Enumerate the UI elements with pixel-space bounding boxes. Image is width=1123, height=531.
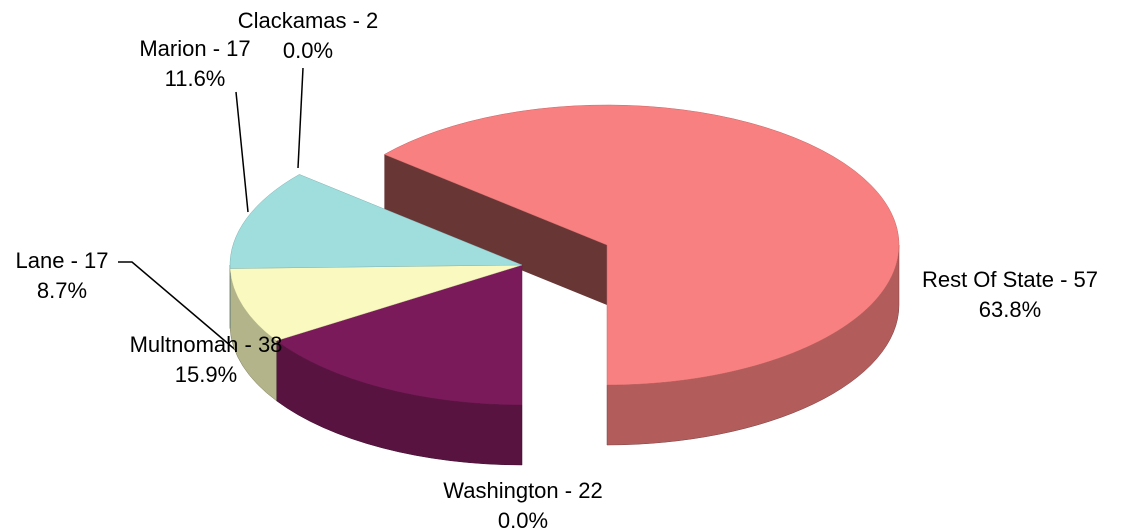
slice-label: Multnomah - 38 (130, 332, 283, 357)
slice-value-label: 0.0% (498, 508, 548, 531)
leader-line (118, 261, 239, 353)
slice-value-label: 15.9% (175, 362, 237, 387)
slice-value-label: 63.8% (979, 297, 1041, 322)
slice (275, 264, 523, 406)
slice-label: Marion - 17 (139, 36, 250, 61)
slice-cut-face (384, 154, 607, 305)
slice-label: Rest Of State - 57 (922, 267, 1098, 292)
leader-line (235, 91, 249, 213)
slice-label: Clackamas - 2 (238, 8, 379, 33)
slice-label: Washington - 22 (443, 478, 602, 503)
slice (229, 264, 523, 342)
slice (229, 174, 523, 269)
slice-value-label: 8.7% (37, 278, 87, 303)
slice-value-label: 11.6% (165, 66, 226, 91)
pie (229, 104, 900, 466)
leader-lines (118, 67, 304, 353)
leader-line (297, 67, 304, 169)
slice (383, 104, 900, 386)
slice-value-label: 0.0% (283, 38, 333, 63)
slice-label: Lane - 17 (16, 248, 109, 273)
